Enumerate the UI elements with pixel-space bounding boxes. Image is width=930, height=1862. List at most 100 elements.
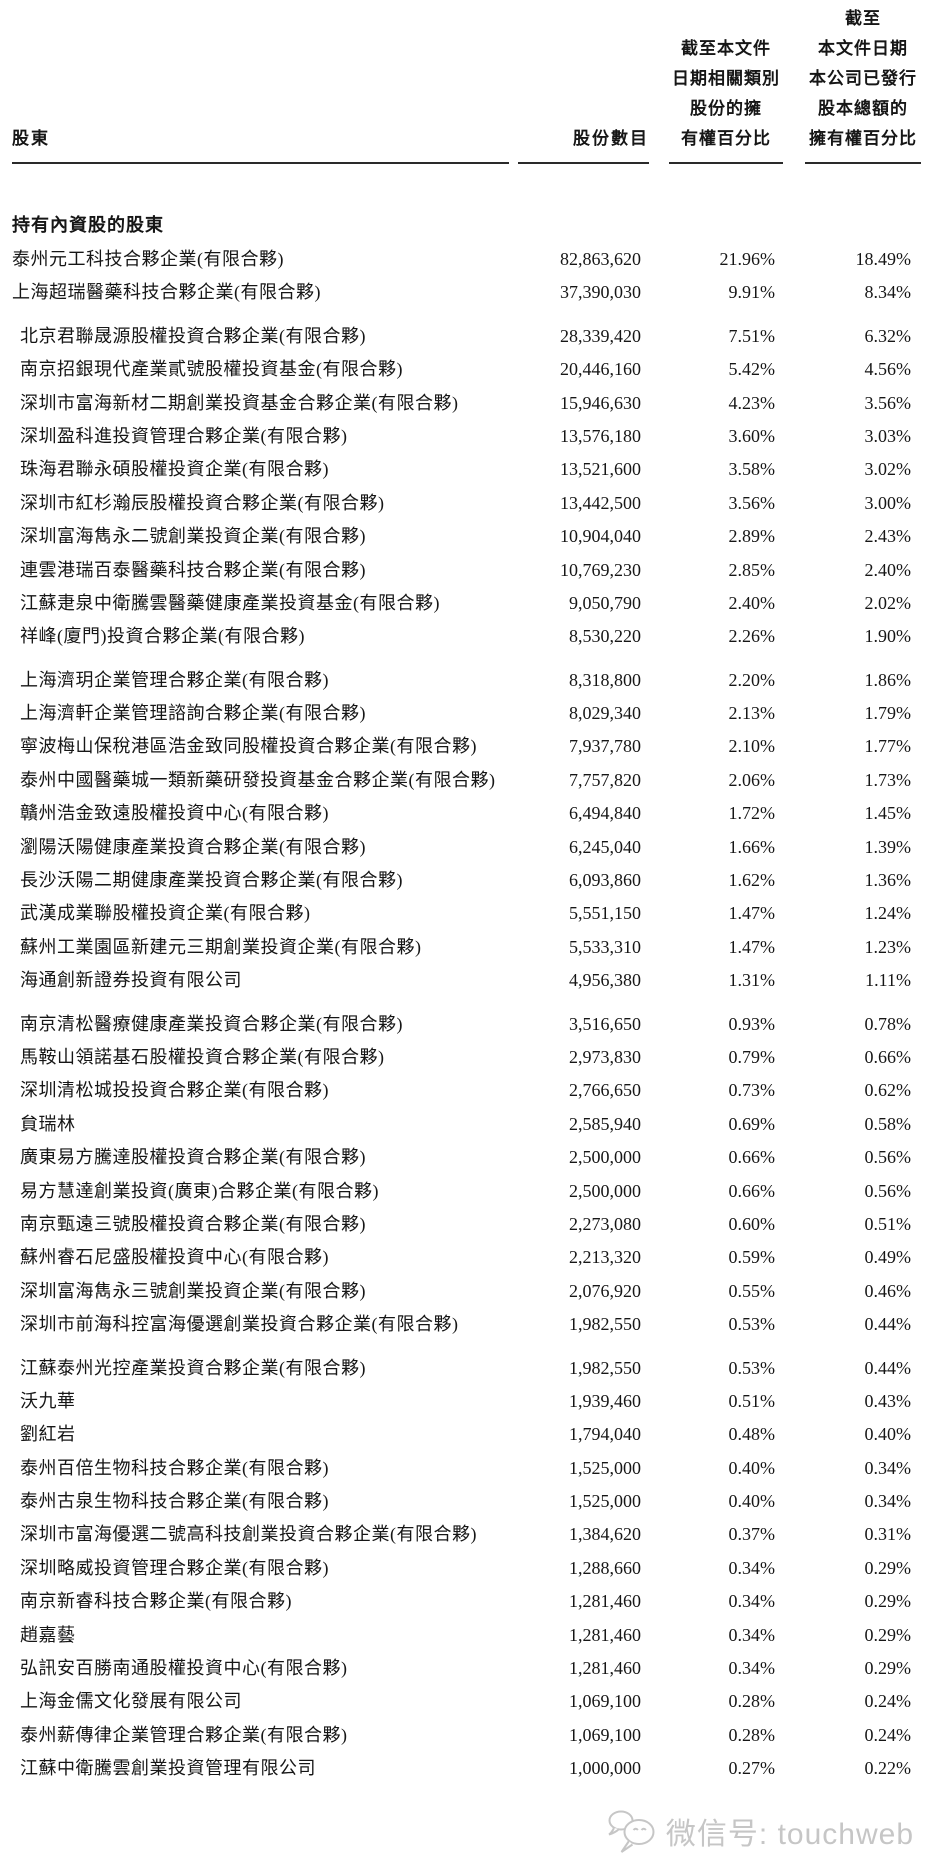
table-row: 連雲港瑞百泰醫藥科技合夥企業(有限合夥) 10,769,230 2.85% 2.40% bbox=[12, 553, 921, 586]
shares-value: 1,982,550 bbox=[569, 1314, 641, 1335]
table-row: 瀏陽沃陽健康產業投資合夥企業(有限合夥) 6,245,040 1.66% 1.39% bbox=[12, 830, 921, 863]
class-percent-value: 0.28% bbox=[728, 1691, 776, 1712]
table-row: 南京甄遠三號股權投資合夥企業(有限合夥) 2,273,080 0.60% 0.51% bbox=[12, 1207, 921, 1240]
total-percent-value: 0.49% bbox=[864, 1247, 912, 1268]
total-percent-value: 1.39% bbox=[864, 836, 912, 857]
total-percent-value: 0.44% bbox=[864, 1357, 912, 1378]
class-percent-value: 0.51% bbox=[728, 1390, 776, 1411]
shareholder-name: 寧波梅山保稅港區浩金致同股權投資合夥企業(有限合夥) bbox=[20, 736, 477, 757]
class-percent-value: 2.10% bbox=[728, 736, 776, 757]
class-percent-value: 2.85% bbox=[728, 559, 776, 580]
shares-value: 8,029,340 bbox=[569, 703, 641, 724]
shareholder-name: 江蘇中衛騰雲創業投資管理有限公司 bbox=[20, 1758, 316, 1779]
total-percent-value: 0.62% bbox=[864, 1080, 912, 1101]
total-percent-value: 0.29% bbox=[864, 1658, 912, 1679]
total-percent-value: 0.34% bbox=[864, 1491, 912, 1512]
class-percent-value: 3.58% bbox=[728, 459, 776, 480]
table-row: 南京招銀現代產業貳號股權投資基金(有限合夥) 20,446,160 5.42% 4.5… bbox=[12, 352, 921, 385]
class-percent-value: 0.66% bbox=[728, 1147, 776, 1168]
class-percent-value: 2.40% bbox=[728, 592, 776, 613]
shares-value: 13,442,500 bbox=[560, 492, 641, 513]
table-row: 珠海君聯永碩股權投資企業(有限合夥) 13,521,600 3.58% 3.02% bbox=[12, 452, 921, 485]
total-percent-value: 1.24% bbox=[864, 903, 912, 924]
total-percent-value: 1.77% bbox=[864, 736, 912, 757]
shareholder-name: 深圳富海雋永二號創業投資企業(有限合夥) bbox=[20, 526, 366, 547]
total-percent-value: 1.23% bbox=[864, 936, 912, 957]
shares-value: 82,863,620 bbox=[560, 249, 641, 269]
total-percent-value: 0.46% bbox=[864, 1280, 912, 1301]
shares-value: 8,530,220 bbox=[569, 626, 641, 647]
shares-value: 13,576,180 bbox=[560, 425, 641, 446]
total-percent-value: 3.56% bbox=[864, 392, 912, 413]
table-row: 江蘇疌泉中衛騰雲醫藥健康產業投資基金(有限合夥) 9,050,790 2.40% 2.… bbox=[12, 586, 921, 619]
shareholder-name: 上海金儒文化發展有限公司 bbox=[20, 1691, 242, 1712]
header-line: 本文件日期 bbox=[818, 39, 908, 58]
shareholder-name: 上海濟玥企業管理合夥企業(有限合夥) bbox=[20, 669, 329, 690]
table-row: 蘇州睿石尼盛股權投資中心(有限合夥) 2,213,320 0.59% 0.49% bbox=[12, 1240, 921, 1273]
class-percent-value: 0.40% bbox=[728, 1457, 776, 1478]
shareholder-name: 南京新睿科技合夥企業(有限合夥) bbox=[20, 1591, 292, 1612]
total-percent-value: 6.32% bbox=[864, 325, 912, 346]
table-row: 深圳市前海科控富海優選創業投資合夥企業(有限合夥) 1,982,550 0.53% 0… bbox=[12, 1307, 921, 1340]
shares-value: 1,794,040 bbox=[569, 1424, 641, 1445]
table-row: 貟瑞林 2,585,940 0.69% 0.58% bbox=[12, 1107, 921, 1140]
shares-value: 1,525,000 bbox=[569, 1491, 641, 1512]
table-row: 深圳市富海優選二號高科技創業投資合夥企業(有限合夥) 1,384,620 0.37%… bbox=[12, 1517, 921, 1550]
class-percent-value: 3.56% bbox=[728, 492, 776, 513]
class-percent-value: 7.51% bbox=[728, 325, 776, 346]
wechat-icon bbox=[607, 1808, 659, 1854]
table-row: 上海金儒文化發展有限公司 1,069,100 0.28% 0.24% bbox=[12, 1684, 921, 1717]
shares-value: 2,585,940 bbox=[569, 1113, 641, 1134]
shares-value: 1,069,100 bbox=[569, 1691, 641, 1712]
shares-value: 1,281,460 bbox=[569, 1624, 641, 1645]
class-percent-value: 0.60% bbox=[728, 1213, 776, 1234]
shareholder-name: 武漢成業聯股權投資企業(有限合夥) bbox=[20, 903, 311, 924]
class-percent-value: 2.20% bbox=[728, 669, 776, 690]
header-line: 截至 bbox=[845, 9, 881, 28]
class-percent-value: 0.79% bbox=[728, 1046, 776, 1067]
total-percent-value: 1.45% bbox=[864, 803, 912, 824]
class-percent-value: 0.93% bbox=[728, 1013, 776, 1034]
table-row: 上海濟玥企業管理合夥企業(有限合夥) 8,318,800 2.20% 1.86% bbox=[12, 663, 921, 696]
shares-value: 4,956,380 bbox=[569, 970, 641, 991]
total-percent-value: 0.51% bbox=[864, 1213, 912, 1234]
class-percent-value: 0.40% bbox=[728, 1491, 776, 1512]
shares-value: 5,533,310 bbox=[569, 936, 641, 957]
total-percent-value: 0.22% bbox=[864, 1758, 912, 1779]
watermark: 微信号: touchweb bbox=[607, 1808, 914, 1854]
shareholder-name: 南京清松醫療健康產業投資合夥企業(有限合夥) bbox=[20, 1013, 403, 1034]
shares-value: 1,525,000 bbox=[569, 1457, 641, 1478]
total-percent-value: 1.73% bbox=[864, 769, 912, 790]
class-percent-value: 0.53% bbox=[728, 1314, 776, 1335]
table-row: 泰州中國醫藥城一類新藥研發投資基金合夥企業(有限合夥) 7,757,820 2.06… bbox=[12, 763, 921, 796]
class-percent-value: 0.34% bbox=[728, 1557, 776, 1578]
shares-value: 20,446,160 bbox=[560, 359, 641, 380]
total-percent-value: 0.34% bbox=[864, 1457, 912, 1478]
total-percent-value: 0.24% bbox=[864, 1724, 912, 1745]
shares-value: 9,050,790 bbox=[569, 592, 641, 613]
header-shareholder: 股東 bbox=[12, 129, 50, 148]
shares-value: 13,521,600 bbox=[560, 459, 641, 480]
table-row: 江蘇泰州光控產業投資合夥企業(有限合夥) 1,982,550 0.53% 0.44% bbox=[12, 1351, 921, 1384]
shareholder-name: 瀏陽沃陽健康產業投資合夥企業(有限合夥) bbox=[20, 836, 366, 857]
shareholder-name: 祥峰(廈門)投資合夥企業(有限合夥) bbox=[20, 626, 305, 647]
shareholder-name: 泰州薪傳律企業管理合夥企業(有限合夥) bbox=[20, 1724, 348, 1745]
shares-value: 1,000,000 bbox=[569, 1758, 641, 1779]
table-row: 深圳富海雋永三號創業投資企業(有限合夥) 2,076,920 0.55% 0.46% bbox=[12, 1274, 921, 1307]
shares-value: 2,273,080 bbox=[569, 1213, 641, 1234]
shareholder-name: 江蘇泰州光控產業投資合夥企業(有限合夥) bbox=[20, 1357, 366, 1378]
table-row: 江蘇中衛騰雲創業投資管理有限公司 1,000,000 0.27% 0.22% bbox=[12, 1751, 921, 1784]
shareholder-name: 上海濟軒企業管理諮詢合夥企業(有限合夥) bbox=[20, 703, 366, 724]
total-percent-value: 2.02% bbox=[864, 592, 912, 613]
header-line: 日期相關類別 bbox=[672, 69, 780, 88]
class-percent-value: 2.06% bbox=[728, 769, 776, 790]
total-percent-value: 0.24% bbox=[864, 1691, 912, 1712]
class-percent-value: 1.62% bbox=[728, 870, 776, 891]
table-row: 祥峰(廈門)投資合夥企業(有限合夥) 8,530,220 2.26% 1.90% bbox=[12, 619, 921, 652]
class-percent-value: 0.27% bbox=[728, 1758, 776, 1779]
section-title: 持有內資股的股東 bbox=[12, 215, 164, 235]
shareholder-name: 深圳市前海科控富海優選創業投資合夥企業(有限合夥) bbox=[20, 1314, 459, 1335]
shares-value: 1,384,620 bbox=[569, 1524, 641, 1545]
table-row: 劉紅岩 1,794,040 0.48% 0.40% bbox=[12, 1417, 921, 1450]
shares-value: 8,318,800 bbox=[569, 669, 641, 690]
